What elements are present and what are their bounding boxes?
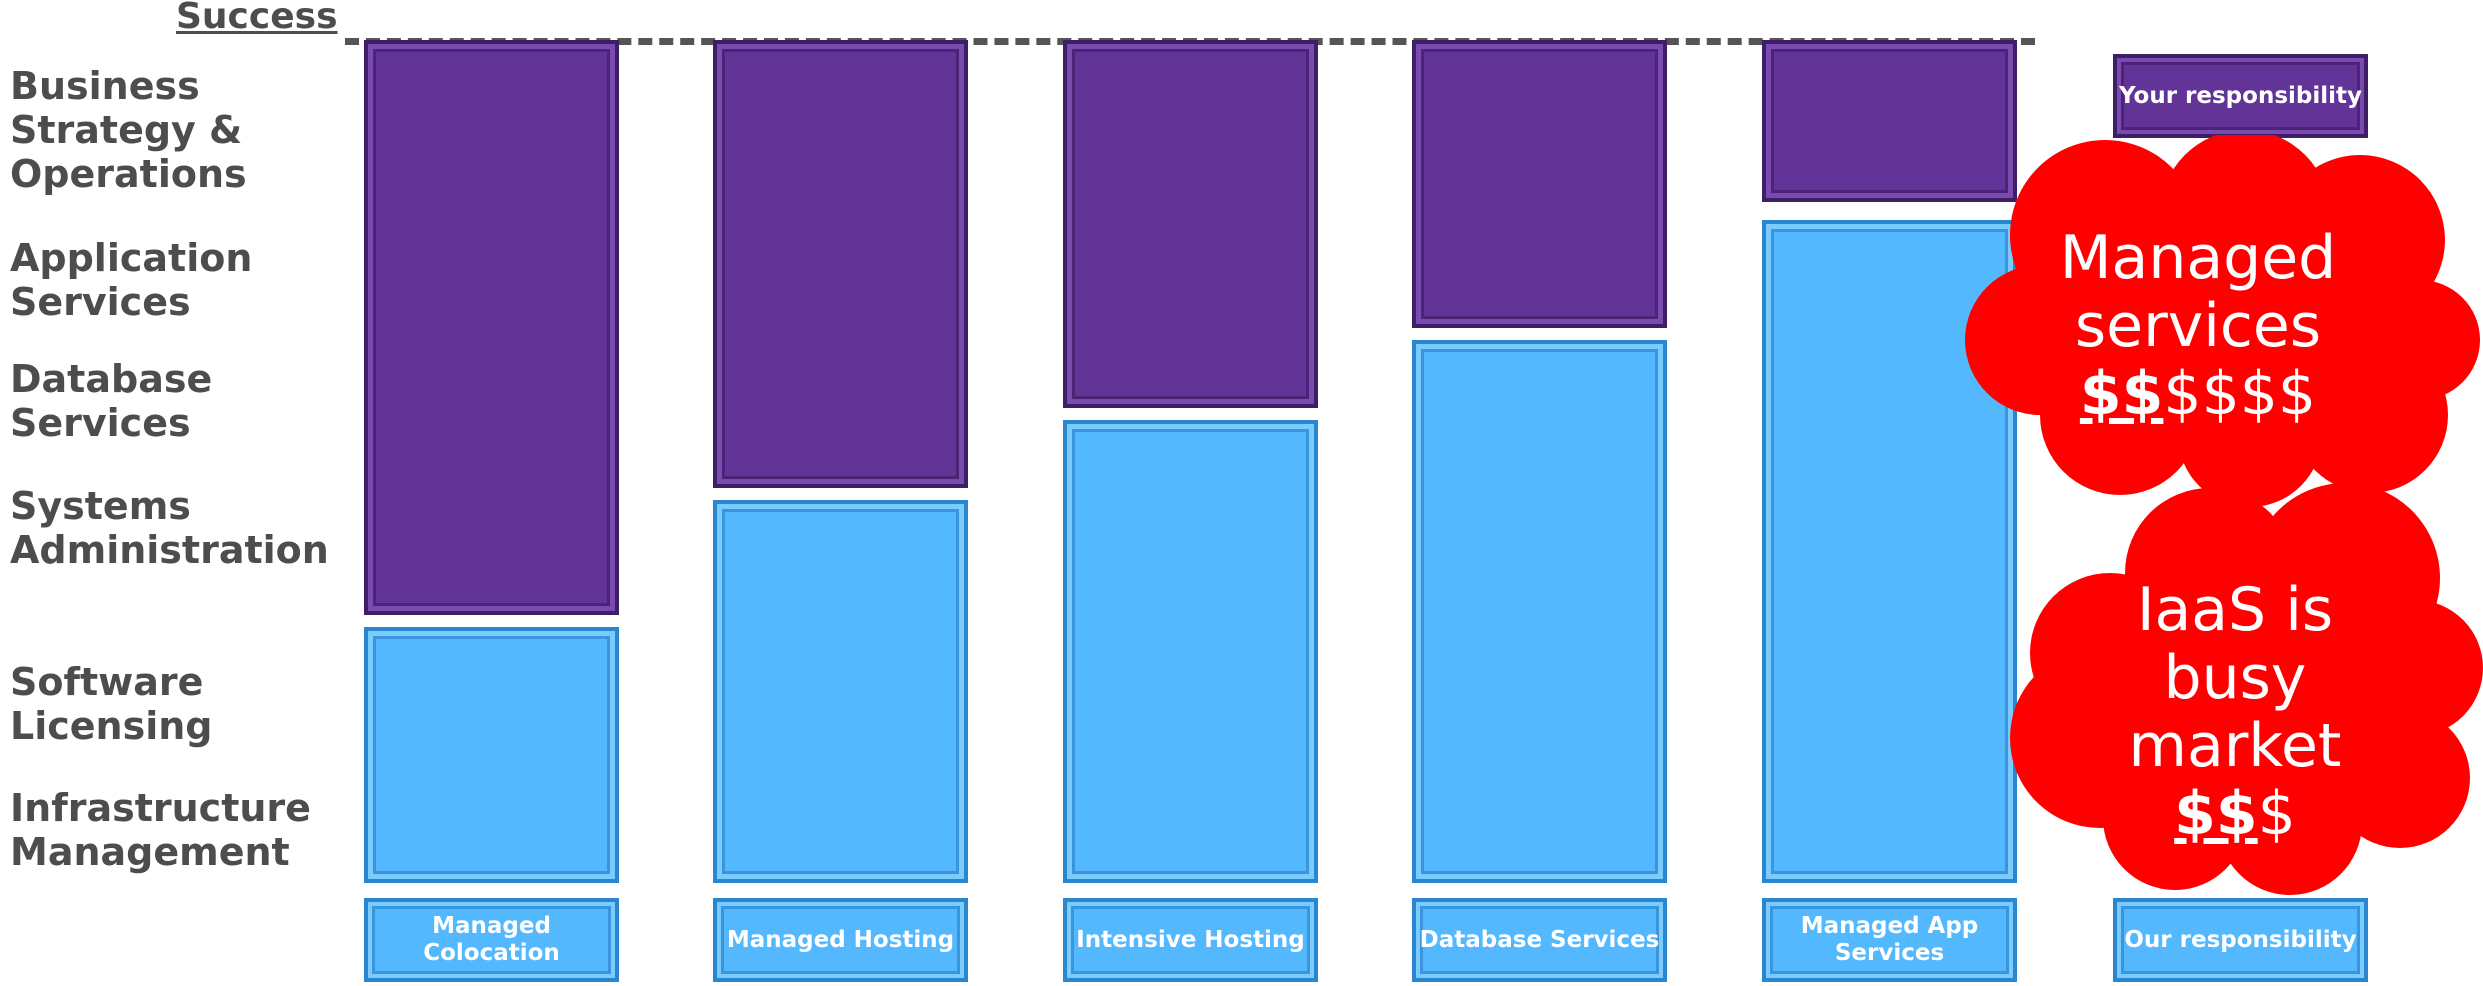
row-label-business-strategy: Business Strategy & Operations — [10, 64, 247, 196]
col-managed-hosting-your-part — [713, 40, 968, 488]
col-managed-colocation-your-part — [364, 40, 619, 615]
col-intensive-hosting-our-part — [1063, 420, 1318, 883]
row-label-software-licensing: Software Licensing — [10, 660, 213, 748]
success-label: Success — [176, 0, 338, 37]
legend-our-responsibility: Our responsibility — [2113, 898, 2368, 982]
col-intensive-hosting-your-part — [1063, 40, 1318, 408]
row-label-application-services: Application Services — [10, 236, 253, 324]
row-label-infrastructure-management: Infrastructure Management — [10, 786, 311, 874]
col-database-services-our-part — [1412, 340, 1667, 883]
col-managed-hosting-our-part — [713, 500, 968, 883]
row-label-systems-administration: Systems Administration — [10, 484, 329, 572]
legend-your-responsibility: Your responsibility — [2113, 54, 2368, 138]
managed-services-cloud — [1965, 135, 2480, 507]
label-managed-hosting: Managed Hosting — [713, 898, 968, 982]
col-managed-app-services-your-part — [1762, 40, 2017, 202]
label-managed-app-services: Managed App Services — [1762, 898, 2017, 982]
row-label-database-services: Database Services — [10, 357, 213, 445]
managed-services-callout-text: Managed services $$$$$$ — [2059, 223, 2337, 429]
label-managed-colocation: Managed Colocation — [364, 898, 619, 982]
iaas-busy-market-cloud — [2010, 483, 2483, 895]
col-database-services-your-part — [1412, 40, 1667, 328]
label-database-services: Database Services — [1412, 898, 1667, 982]
iaas-callout-text: IaaS is busy market $$$ — [2128, 575, 2342, 849]
label-intensive-hosting: Intensive Hosting — [1063, 898, 1318, 982]
col-managed-colocation-our-part — [364, 627, 619, 883]
